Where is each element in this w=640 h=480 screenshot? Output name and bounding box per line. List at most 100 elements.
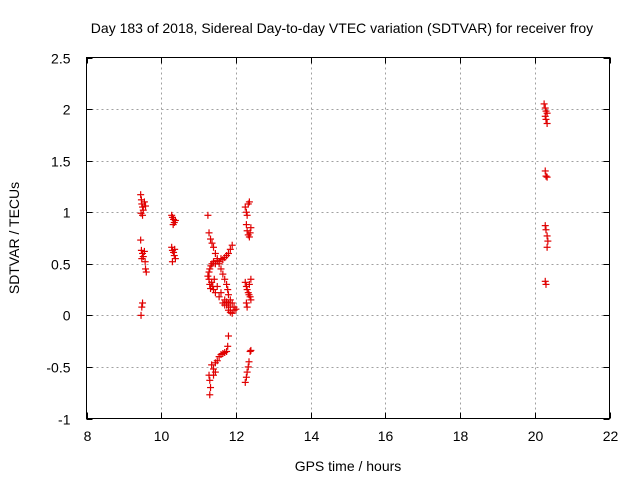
data-point <box>246 229 254 237</box>
data-point <box>171 245 179 253</box>
x-tick-label: 10 <box>154 428 170 444</box>
data-point <box>541 104 549 112</box>
y-tick-label: 2.5 <box>51 51 71 67</box>
x-tick-label: 20 <box>528 428 544 444</box>
data-point <box>241 378 249 386</box>
data-point <box>228 241 236 249</box>
data-point <box>540 100 548 108</box>
data-point <box>211 249 219 257</box>
data-point <box>543 232 551 240</box>
data-point <box>542 115 550 123</box>
data-point <box>171 216 179 224</box>
data-point <box>247 224 255 232</box>
data-point <box>217 289 225 297</box>
data-point <box>241 278 249 286</box>
grid-layer <box>86 57 610 419</box>
data-point <box>142 202 150 210</box>
data-point <box>208 361 216 369</box>
data-point <box>204 211 212 219</box>
data-point <box>215 293 223 301</box>
data-point <box>139 299 147 307</box>
x-tick-label: 8 <box>84 428 92 444</box>
data-point <box>138 303 146 311</box>
data-point <box>244 363 252 371</box>
plot-frame <box>86 57 610 419</box>
data-point <box>205 268 213 276</box>
data-point <box>169 221 177 229</box>
data-point <box>139 203 147 211</box>
data-point <box>541 112 549 120</box>
data-point <box>205 229 213 237</box>
data-point <box>207 384 215 392</box>
data-point <box>245 358 253 366</box>
data-point <box>213 357 221 365</box>
data-point <box>246 347 254 355</box>
data-point <box>245 233 253 241</box>
data-point <box>242 221 250 229</box>
y-axis-label: SDTVAR / TECUs <box>6 182 22 294</box>
data-point <box>541 222 549 230</box>
data-point <box>224 299 232 307</box>
data-point <box>137 191 145 199</box>
data-point <box>543 243 551 251</box>
x-tick-label: 14 <box>304 428 320 444</box>
data-point <box>242 373 250 381</box>
y-tick-label: 2 <box>63 102 71 118</box>
data-point <box>242 208 250 216</box>
data-point <box>142 265 150 273</box>
data-point <box>137 246 145 254</box>
data-point <box>224 332 232 340</box>
tick-layer: 8 10 12 14 16 18 20 22 -1 -0.5 0 0.5 1 1.5 2 2.5 <box>46 51 618 445</box>
data-point <box>211 368 219 376</box>
data-point <box>206 376 214 384</box>
y-tick-label: 1.5 <box>51 154 71 170</box>
data-point <box>139 211 147 219</box>
data-point <box>223 347 231 355</box>
data-point <box>544 237 552 245</box>
data-point <box>245 280 253 288</box>
data-point <box>137 236 145 244</box>
data-point <box>140 247 148 255</box>
data-point <box>242 299 250 307</box>
data-point <box>170 248 178 256</box>
data-point <box>247 296 255 304</box>
data-points <box>137 100 552 399</box>
data-point <box>226 303 234 311</box>
data-point <box>224 286 232 294</box>
data-point <box>170 252 178 260</box>
data-point <box>224 249 232 257</box>
data-point <box>243 286 251 294</box>
data-point <box>168 258 176 266</box>
x-tick-label: 18 <box>453 428 469 444</box>
data-point <box>245 198 253 206</box>
data-point <box>543 120 551 128</box>
data-point <box>213 282 221 290</box>
y-tick-label: -0.5 <box>46 360 70 376</box>
data-point <box>226 245 234 253</box>
data-point <box>210 243 218 251</box>
data-point <box>241 203 249 211</box>
data-point <box>217 265 225 273</box>
y-tick-label: 0.5 <box>51 257 71 273</box>
y-tick-label: -1 <box>58 412 71 428</box>
data-point <box>542 226 550 234</box>
data-point <box>141 258 149 266</box>
data-point <box>246 293 254 301</box>
data-point <box>247 346 255 354</box>
x-tick-label: 16 <box>378 428 394 444</box>
data-point <box>243 303 251 311</box>
data-point <box>208 239 216 247</box>
data-point <box>541 277 549 285</box>
data-point <box>224 342 232 350</box>
chart-title: Day 183 of 2018, Sidereal Day-to-day VTE… <box>91 20 593 36</box>
data-point <box>543 173 551 181</box>
data-point <box>204 272 212 280</box>
y-tick-label: 1 <box>63 205 71 221</box>
data-point <box>542 280 550 288</box>
data-point <box>243 368 251 376</box>
x-axis-label: GPS time / hours <box>295 458 402 474</box>
data-point <box>206 391 214 399</box>
data-point <box>210 275 218 283</box>
data-point <box>221 275 229 283</box>
